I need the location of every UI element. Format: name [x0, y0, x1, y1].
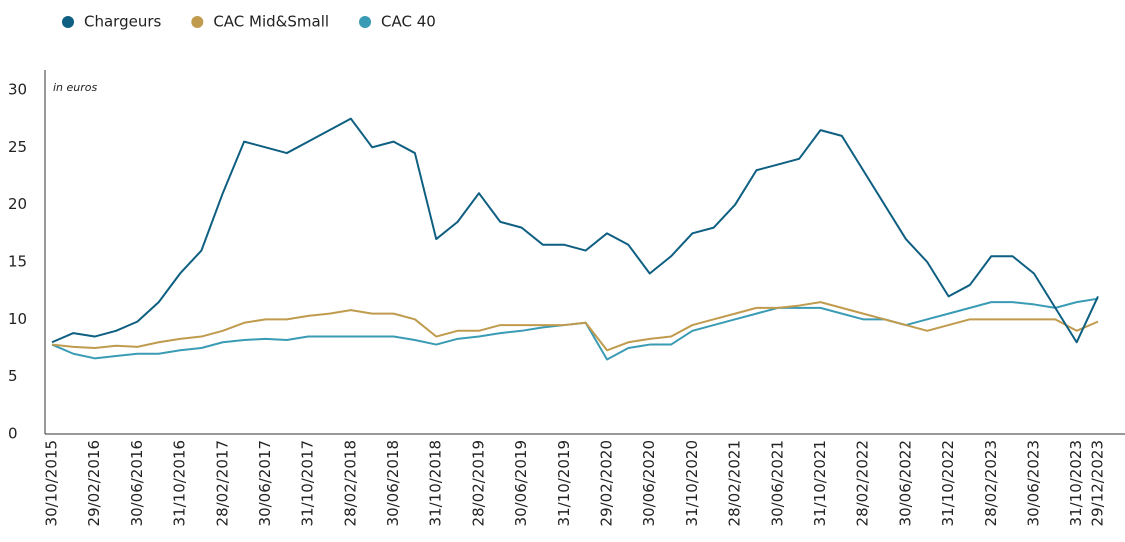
- x-tick-label: 28/02/2022: [854, 440, 872, 526]
- line: [51, 117, 1099, 344]
- x-tick-label: 30/10/2015: [43, 440, 61, 526]
- y-tick-label: 5: [8, 367, 18, 385]
- x-tick-label: 28/02/2017: [213, 440, 231, 526]
- legend-marker: [191, 16, 204, 28]
- x-tick-label: 30/06/2018: [384, 440, 402, 526]
- x-tick-label: 30/06/2019: [512, 440, 530, 526]
- y-tick-label: 20: [8, 195, 27, 213]
- x-tick-label: 30/06/2016: [128, 440, 146, 526]
- x-tick-label: 28/02/2023: [982, 440, 1000, 526]
- x-tick-label: 30/06/2017: [256, 440, 274, 526]
- x-tick-label: 31/10/2016: [171, 440, 189, 526]
- x-tick-label: 28/02/2018: [341, 440, 359, 526]
- x-tick-label: 29/02/2020: [598, 440, 616, 526]
- annotation: in euros: [53, 81, 98, 94]
- x-tick-label: 29/02/2016: [85, 440, 103, 526]
- x-tick-label: 30/06/2022: [896, 440, 914, 526]
- legend-label: Chargeurs: [84, 13, 161, 31]
- y-tick-label: 0: [8, 425, 18, 443]
- y-tick-label: 30: [8, 81, 27, 99]
- legend-label: CAC 40: [381, 13, 436, 31]
- legend-label: CAC Mid&Small: [213, 13, 329, 31]
- x-tick-label: 30/06/2020: [640, 440, 658, 526]
- x-tick-label: 31/10/2019: [555, 440, 573, 526]
- x-tick-label: 31/10/2023: [1067, 440, 1085, 526]
- x-tick-label: 29/12/2023: [1089, 440, 1107, 526]
- y-tick-label: 10: [8, 310, 27, 328]
- y-tick-label: 15: [8, 253, 27, 271]
- line: [51, 297, 1099, 361]
- x-tick-label: 31/10/2022: [939, 440, 957, 526]
- x-tick-label: 28/02/2021: [726, 440, 744, 526]
- x-tick-label: 30/06/2021: [768, 440, 786, 526]
- legend-marker: [359, 16, 372, 28]
- x-tick-label: 31/10/2021: [811, 440, 829, 526]
- x-tick-label: 31/10/2017: [299, 440, 317, 526]
- line: [51, 301, 1099, 352]
- legend-marker: [62, 16, 74, 28]
- x-tick-label: 28/02/2019: [469, 440, 487, 526]
- y-tick-label: 25: [8, 138, 27, 156]
- x-tick-label: 31/10/2018: [427, 440, 445, 526]
- x-tick-label: 30/06/2023: [1024, 440, 1042, 526]
- x-tick-label: 31/10/2020: [683, 440, 701, 526]
